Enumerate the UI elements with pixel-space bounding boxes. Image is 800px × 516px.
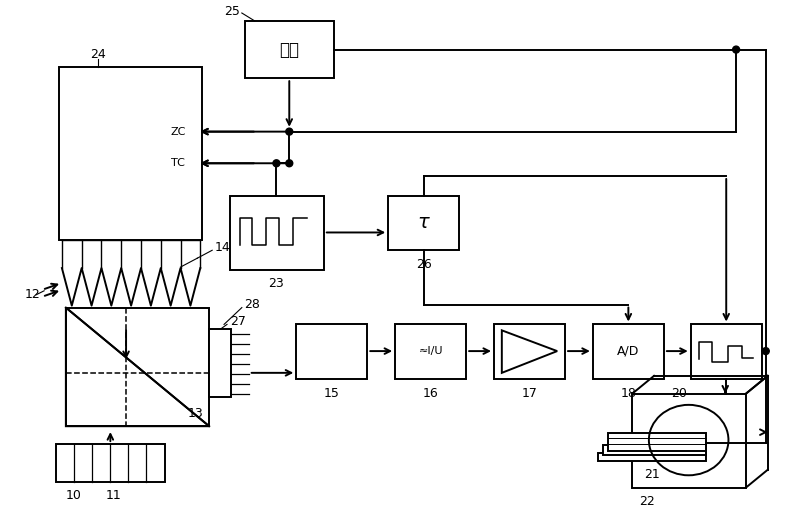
Text: 20: 20: [671, 387, 686, 400]
Bar: [56, 444, 165, 481]
Text: ZC: ZC: [170, 126, 186, 137]
Bar: [602, 445, 706, 455]
Bar: [388, 196, 459, 250]
Text: 24: 24: [90, 48, 106, 61]
Bar: [494, 325, 565, 379]
Bar: [690, 325, 762, 379]
Circle shape: [762, 348, 770, 354]
Text: τ: τ: [418, 213, 430, 232]
Text: 21: 21: [644, 468, 660, 481]
Bar: [593, 325, 664, 379]
Circle shape: [273, 160, 280, 167]
Circle shape: [733, 46, 739, 53]
Text: 15: 15: [324, 387, 340, 400]
Bar: [210, 329, 231, 397]
Bar: [59, 68, 202, 240]
Text: 28: 28: [244, 298, 260, 311]
Text: 25: 25: [224, 5, 240, 18]
Bar: [296, 325, 367, 379]
Bar: [395, 325, 466, 379]
Text: 16: 16: [422, 387, 438, 400]
Circle shape: [286, 128, 293, 135]
Text: TC: TC: [170, 158, 185, 168]
Bar: [230, 196, 324, 270]
Bar: [598, 453, 706, 461]
Text: 12: 12: [24, 288, 40, 301]
Text: A/D: A/D: [617, 345, 639, 358]
Text: 11: 11: [106, 489, 121, 502]
Text: 22: 22: [639, 495, 655, 508]
Bar: [66, 308, 210, 426]
Bar: [632, 394, 746, 488]
Bar: [245, 21, 334, 78]
Text: 13: 13: [187, 407, 203, 420]
Text: ≈I/U: ≈I/U: [418, 346, 443, 356]
Text: 复位: 复位: [279, 41, 299, 59]
Text: 26: 26: [416, 257, 432, 270]
Text: 14: 14: [215, 241, 231, 254]
Text: 27: 27: [230, 315, 246, 328]
Text: 10: 10: [66, 489, 82, 502]
Circle shape: [286, 160, 293, 167]
Text: 18: 18: [621, 387, 636, 400]
Text: 17: 17: [522, 387, 538, 400]
Text: 23: 23: [269, 278, 284, 291]
Bar: [608, 433, 706, 451]
